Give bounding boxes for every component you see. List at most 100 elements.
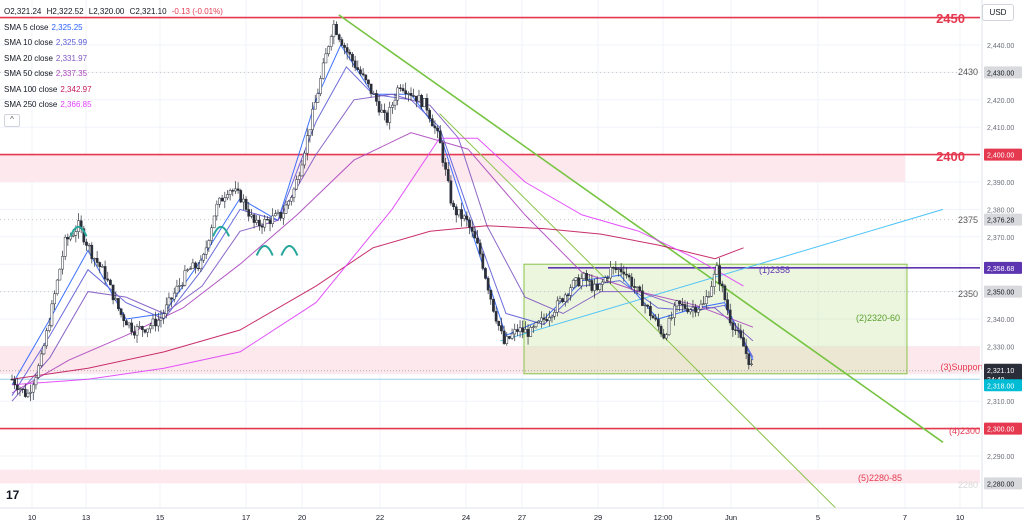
sma-line xyxy=(11,66,754,396)
zone-label: (3)Support xyxy=(940,362,983,372)
time-tick-label: Jun xyxy=(725,513,737,522)
candle-body xyxy=(69,235,72,240)
candle-body xyxy=(23,388,27,397)
candle-body xyxy=(359,69,362,74)
pattern-arc xyxy=(255,245,274,256)
sma-legend-row[interactable]: SMA 50 close 2,337.35 xyxy=(4,66,226,82)
candle-body xyxy=(688,309,692,313)
candle-body xyxy=(61,256,64,270)
price-tick-label: 2,380.00 xyxy=(987,207,1014,214)
price-axis: 2,290.002,300.002,310.002,320.002,330.00… xyxy=(981,0,1024,508)
time-tick-label: 29 xyxy=(594,513,602,522)
candle-body xyxy=(266,219,269,221)
candle-body xyxy=(691,307,695,310)
candle-body xyxy=(492,298,495,312)
sma-legend-row[interactable]: SMA 20 close 2,331.97 xyxy=(4,51,226,67)
candle-body xyxy=(218,197,221,205)
time-tick-label: 15 xyxy=(156,513,164,522)
candles-layer xyxy=(10,19,753,402)
candle-body xyxy=(372,93,376,95)
candle-body xyxy=(449,180,453,204)
sma-value: 2,331.97 xyxy=(55,53,88,63)
low-value: L2,320.00 xyxy=(88,7,125,16)
high-value: H2,322.52 xyxy=(46,7,84,16)
candle-body xyxy=(582,273,586,279)
candle-body xyxy=(297,175,301,180)
candle-body xyxy=(502,330,506,344)
time-tick-label: 10 xyxy=(956,513,964,522)
candle-body xyxy=(125,320,128,326)
open-value: O2,321.24 xyxy=(4,7,42,16)
candle-body xyxy=(420,95,423,108)
sma-legend-row[interactable]: SMA 100 close 2,342.97 xyxy=(4,82,226,98)
tradingview-logo[interactable]: 17 xyxy=(6,488,20,502)
candle-body xyxy=(39,353,43,366)
level-axis-label-text: 2,400.00 xyxy=(987,153,1014,160)
candle-body xyxy=(547,317,551,321)
candle-body xyxy=(305,135,309,154)
candle-body xyxy=(430,118,434,127)
candle-body xyxy=(667,318,671,335)
legend-collapse-button[interactable]: ^ xyxy=(4,113,20,127)
price-tick-label: 2,330.00 xyxy=(987,344,1014,351)
candle-body xyxy=(58,268,62,281)
candle-body xyxy=(369,83,373,94)
ohlc-header: O2,321.24 H2,322.52 L2,320.00 C2,321.10 … xyxy=(4,4,226,20)
trend-line xyxy=(500,208,944,342)
candle-body xyxy=(383,109,386,113)
candle-body xyxy=(329,36,333,47)
candle-body xyxy=(609,267,612,279)
candle-body xyxy=(569,287,572,296)
candle-body xyxy=(712,273,716,287)
candle-body xyxy=(521,327,525,333)
sma-legend-row[interactable]: SMA 10 close 2,325.99 xyxy=(4,35,226,51)
candle-body xyxy=(641,290,644,306)
candle-body xyxy=(212,215,216,229)
candle-body xyxy=(500,325,503,332)
candle-body xyxy=(199,259,203,269)
candle-body xyxy=(468,219,471,228)
candle-body xyxy=(513,329,517,335)
candle-body xyxy=(657,319,660,327)
candle-body xyxy=(289,197,293,202)
level-axis-label xyxy=(984,422,1022,435)
candle-body xyxy=(281,213,285,219)
axis-label xyxy=(984,477,1022,490)
candle-body xyxy=(476,237,479,244)
sma-legend-row[interactable]: SMA 5 close 2,325.25 xyxy=(4,20,226,36)
currency-selector[interactable]: USD xyxy=(982,4,1014,21)
candle-body xyxy=(728,309,732,324)
candle-body xyxy=(319,78,322,94)
candle-body xyxy=(111,284,115,301)
candle-body xyxy=(553,311,556,317)
candle-body xyxy=(571,280,575,288)
candle-body xyxy=(680,303,684,305)
candle-body xyxy=(45,330,48,347)
candle-body xyxy=(750,363,753,365)
trend-line xyxy=(439,113,839,512)
candle-body xyxy=(119,308,123,315)
candle-body xyxy=(82,228,86,243)
candle-body xyxy=(276,211,280,214)
candle-body xyxy=(263,219,267,228)
candle-body xyxy=(215,203,219,217)
candle-body xyxy=(566,294,570,296)
candle-body xyxy=(93,258,96,260)
candle-body xyxy=(377,101,381,113)
candle-body xyxy=(151,318,155,327)
candle-body xyxy=(457,209,461,216)
chart-legend: O2,321.24 H2,322.52 L2,320.00 C2,321.10 … xyxy=(4,4,226,127)
candle-body xyxy=(380,109,384,113)
candle-body xyxy=(736,329,740,332)
candle-body xyxy=(258,219,261,227)
sma-legend-row[interactable]: SMA 250 close 2,366.85 xyxy=(4,97,226,113)
candle-body xyxy=(393,99,397,106)
candle-body xyxy=(228,190,232,195)
candle-body xyxy=(665,334,668,339)
candle-body xyxy=(417,95,421,102)
price-tick-label: 2,420.00 xyxy=(987,98,1014,105)
candle-body xyxy=(425,97,429,111)
price-tick-label: 2,370.00 xyxy=(987,235,1014,242)
sma-value: 2,325.99 xyxy=(55,38,88,47)
